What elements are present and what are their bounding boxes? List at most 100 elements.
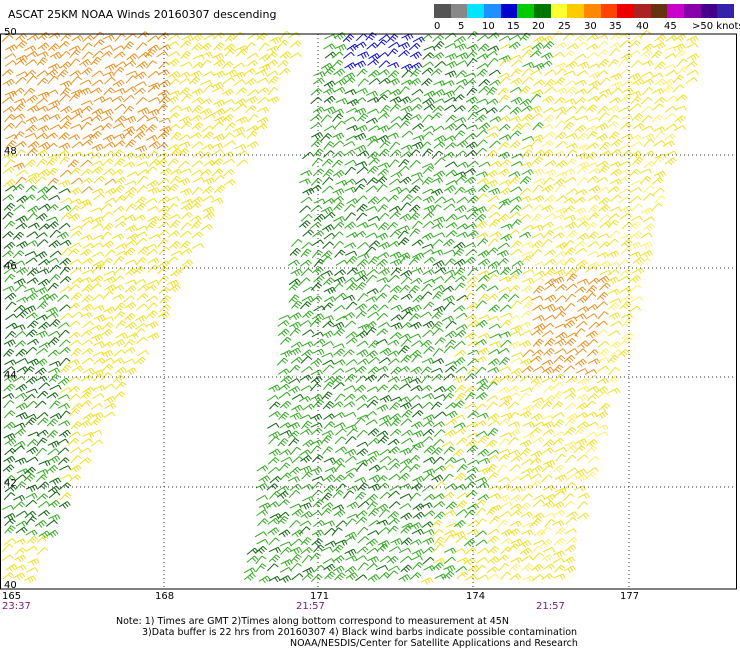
wind-barb: [507, 401, 520, 410]
wind-barb: [467, 195, 480, 204]
wind-barb: [456, 492, 469, 500]
wind-barb: [4, 438, 17, 447]
wind-barb: [586, 130, 598, 140]
wind-barb: [498, 366, 512, 372]
wind-barb: [631, 113, 644, 122]
wind-barb: [310, 122, 323, 130]
wind-barb: [564, 337, 577, 346]
wind-barb: [630, 231, 643, 239]
wind-barb: [629, 187, 643, 193]
wind-barb: [653, 131, 665, 140]
wind-barb: [376, 519, 389, 526]
wind-barb: [629, 275, 642, 284]
wind-barb: [531, 42, 544, 51]
wind-barb: [499, 510, 512, 518]
wind-barb: [332, 231, 344, 240]
wind-barb: [224, 48, 237, 57]
wind-barb: [313, 213, 326, 222]
legend-label: 25: [558, 21, 571, 32]
wind-barb: [47, 349, 60, 358]
wind-barb: [357, 501, 370, 509]
wind-barb: [200, 79, 213, 86]
wind-barb: [278, 411, 290, 421]
legend-swatch: [534, 4, 552, 18]
wind-barb: [36, 51, 49, 58]
wind-barb: [368, 483, 381, 492]
wind-barb: [575, 438, 588, 447]
wind-barb: [597, 233, 610, 239]
wind-barb: [423, 205, 436, 213]
wind-barb: [122, 161, 136, 168]
wind-barb: [654, 34, 667, 43]
wind-barb: [632, 156, 644, 166]
wind-barb: [35, 358, 48, 367]
wind-barb: [354, 97, 367, 105]
wind-barb: [79, 79, 92, 86]
wind-barb: [80, 312, 93, 319]
wind-barb: [485, 439, 498, 448]
wind-barb: [3, 383, 16, 392]
wind-barb: [553, 490, 565, 498]
wind-barb: [554, 446, 567, 453]
wind-barb: [422, 211, 435, 220]
wind-barb: [509, 130, 522, 139]
wind-barb: [135, 225, 148, 231]
wind-barb: [13, 278, 26, 286]
wind-barb: [235, 87, 248, 96]
wind-barb: [432, 456, 445, 465]
wind-barb: [510, 494, 523, 503]
wind-barb: [103, 270, 116, 276]
wind-barb: [553, 419, 565, 428]
wind-barb: [586, 222, 598, 231]
wind-barb: [520, 161, 533, 168]
wind-barb: [420, 577, 434, 585]
wind-barb: [321, 502, 334, 510]
wind-barb: [444, 339, 457, 348]
wind-barb: [467, 104, 480, 113]
wind-barb: [532, 499, 545, 507]
wind-barb: [91, 294, 104, 301]
wind-barb: [421, 232, 434, 241]
wind-barb: [278, 391, 291, 399]
wind-barb: [82, 367, 95, 374]
wind-barb: [354, 183, 366, 193]
wind-barb: [180, 248, 193, 255]
wind-barb: [366, 538, 378, 547]
wind-barb: [508, 341, 521, 349]
wind-barb: [344, 320, 357, 329]
wind-barb: [412, 561, 424, 571]
wind-barb: [145, 249, 158, 257]
wind-barb: [388, 446, 401, 455]
wind-barb: [114, 61, 127, 68]
wind-barb: [399, 255, 411, 264]
wind-barb: [25, 484, 39, 492]
wind-barb: [244, 78, 257, 86]
wind-barb: [619, 301, 632, 310]
wind-barb: [36, 412, 49, 420]
wind-barb: [355, 275, 368, 282]
wind-barb: [221, 88, 234, 97]
wind-barb: [607, 302, 620, 311]
wind-barb: [311, 538, 324, 547]
wind-barb: [126, 233, 139, 242]
wind-barb: [565, 293, 577, 303]
wind-barb: [618, 196, 631, 204]
wind-barb: [291, 238, 303, 248]
wind-barb: [199, 108, 213, 116]
wind-barbs: [1, 30, 700, 585]
wind-barb: [137, 284, 150, 292]
wind-barb: [37, 301, 49, 310]
wind-barb: [366, 493, 378, 502]
wind-barb: [344, 373, 357, 382]
wind-barb: [544, 69, 557, 77]
wind-barb: [399, 483, 412, 490]
wind-barb: [423, 493, 436, 501]
wind-barb: [508, 34, 522, 41]
wind-barb: [529, 457, 542, 465]
wind-barb: [301, 496, 315, 503]
wind-barb: [36, 429, 49, 437]
wind-barb: [377, 162, 390, 169]
wind-barb: [464, 133, 477, 141]
wind-barb: [509, 573, 522, 581]
wind-barb: [497, 476, 511, 483]
